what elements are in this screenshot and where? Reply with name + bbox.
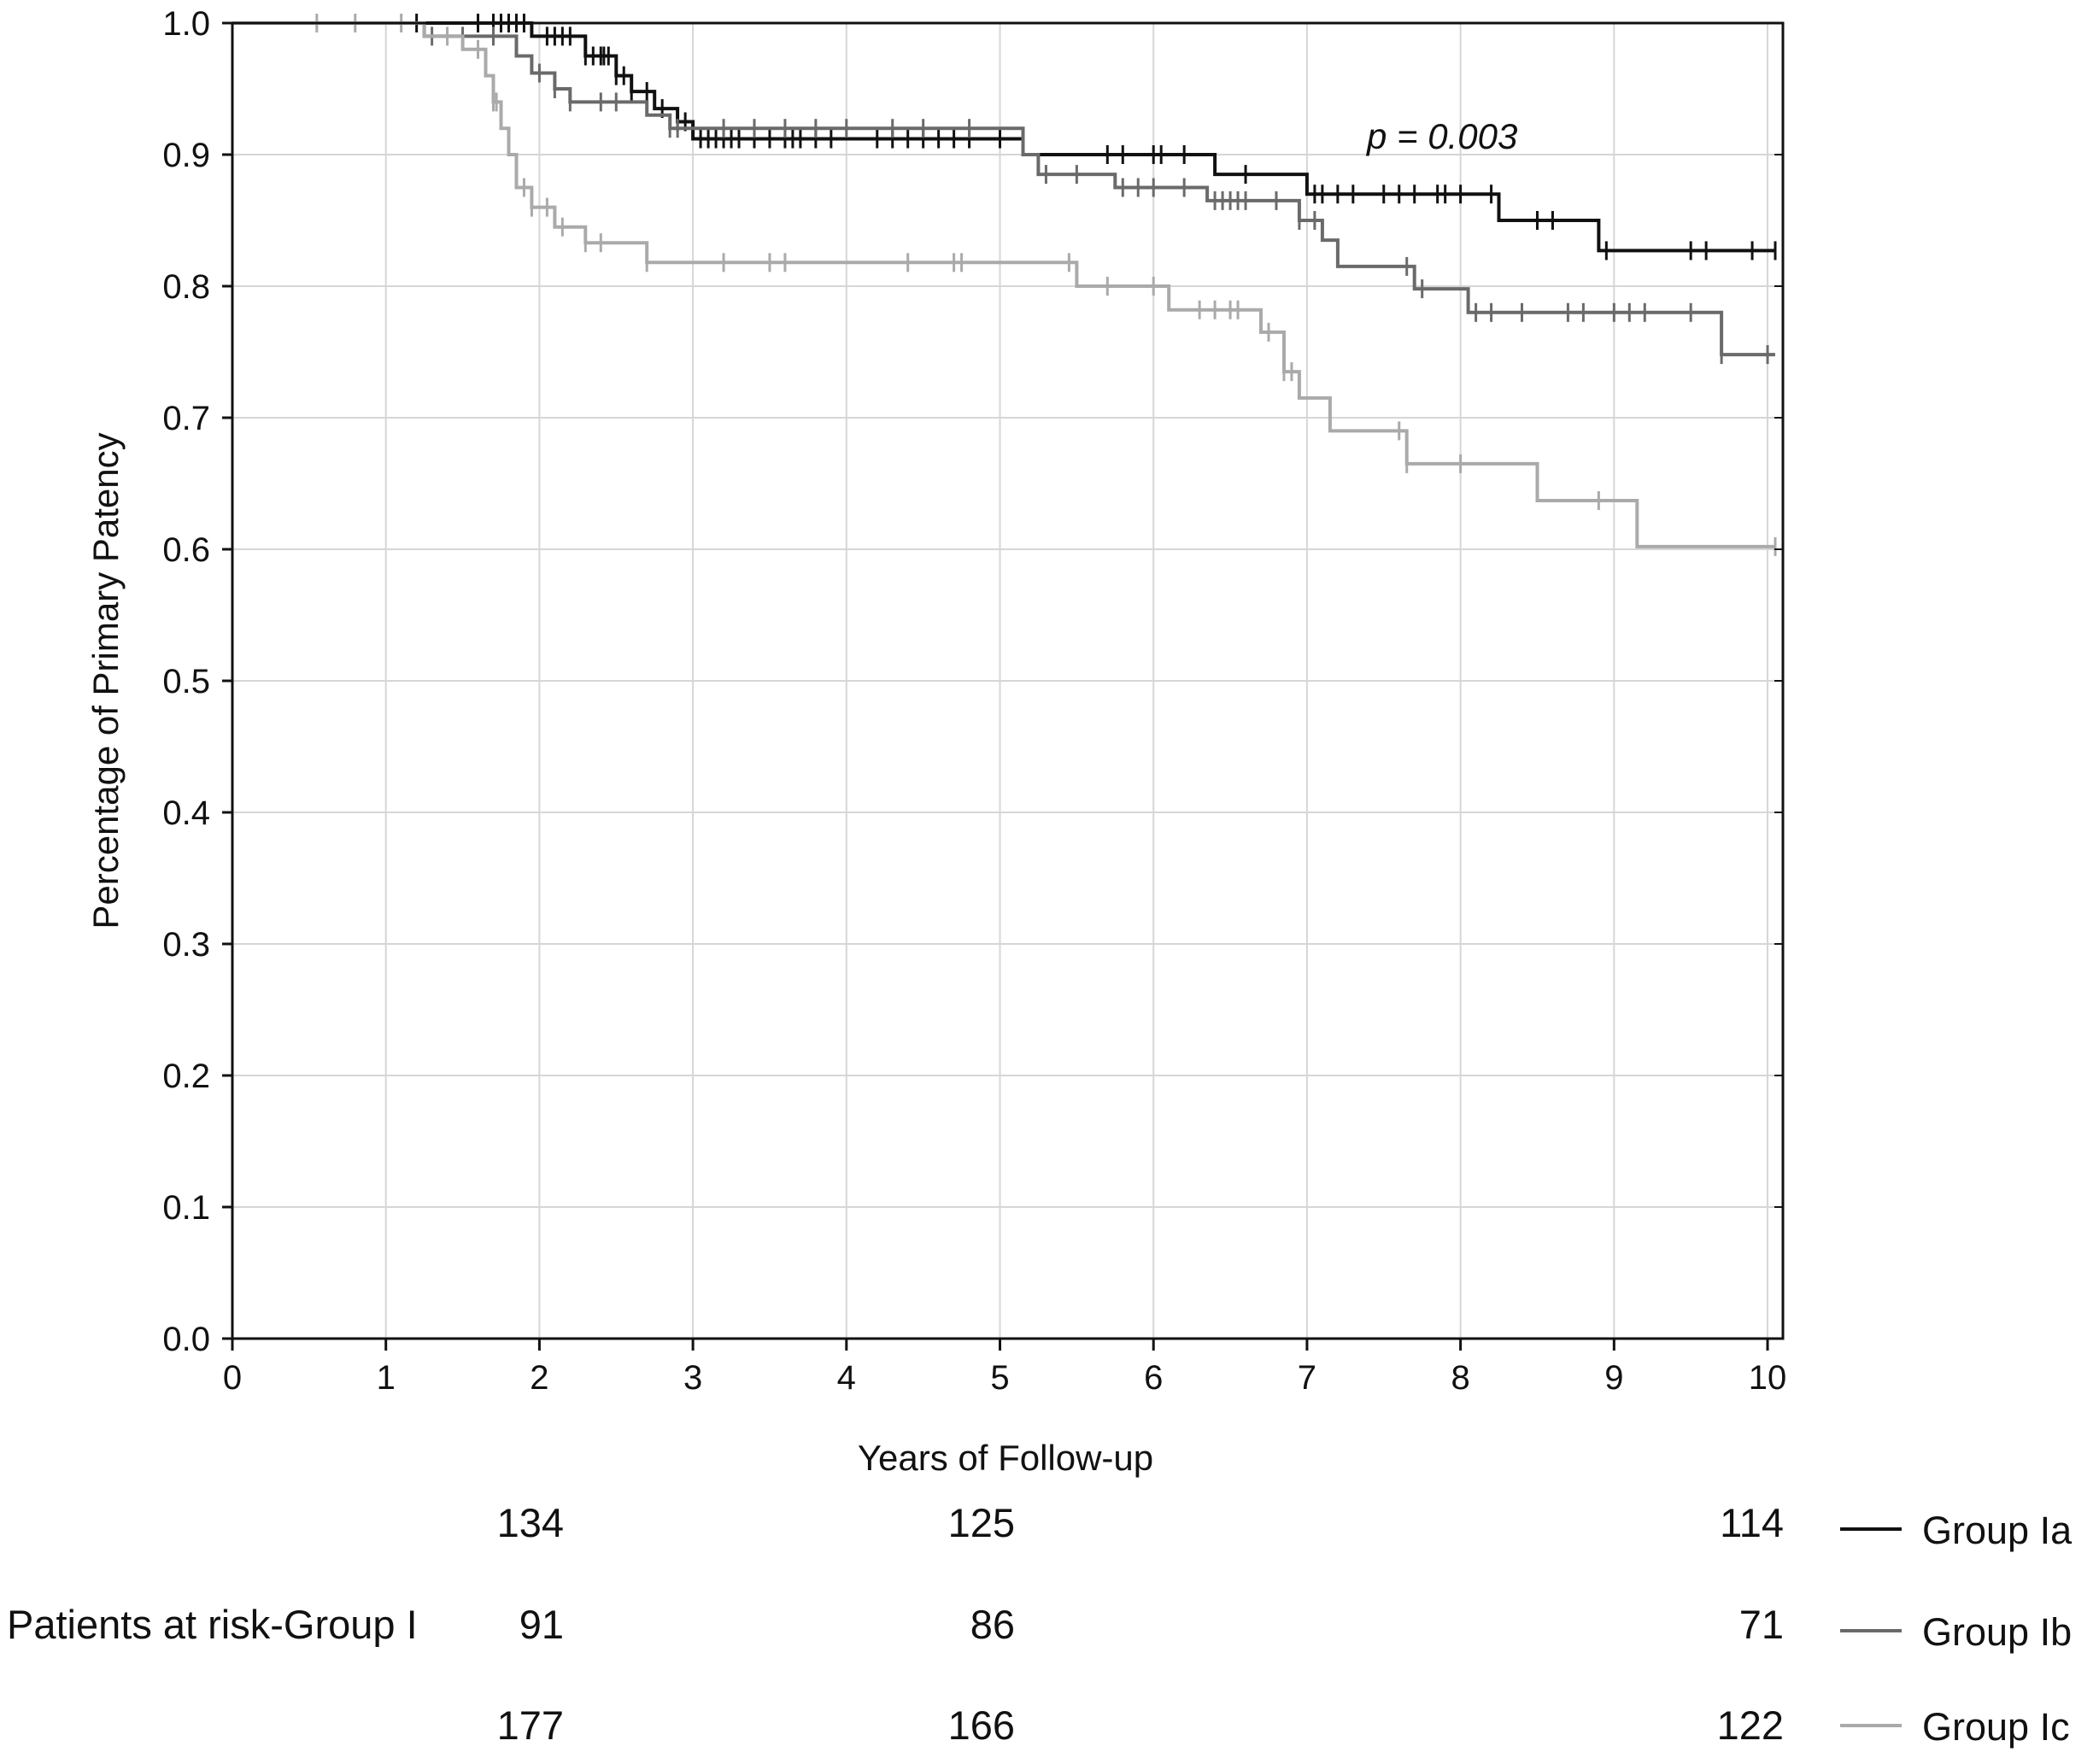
risk-count: 166 <box>948 1702 1015 1748</box>
x-tick-label: 2 <box>530 1359 548 1397</box>
y-tick-label: 1.0 <box>162 5 210 43</box>
y-tick-label: 0.8 <box>162 268 210 306</box>
y-tick-label: 0.4 <box>162 794 210 832</box>
series-group-ib <box>232 21 1775 365</box>
ticks-layer: 0 1 2 3 4 5 6 7 8 9 10 0.0 0.1 0.2 0.3 0.4 0.5 0.6 0.7 0.8 0… <box>162 5 1786 1397</box>
legend-label: Group Ic <box>1922 1705 2070 1749</box>
y-tick-label: 0.7 <box>162 400 210 437</box>
x-tick-label: 7 <box>1298 1359 1316 1397</box>
legend-label: Group Ia <box>1922 1509 2073 1552</box>
survival-step-line <box>232 21 1775 548</box>
risk-count: 134 <box>497 1500 564 1545</box>
grid-layer <box>232 23 1783 1339</box>
risk-count: 114 <box>1720 1500 1784 1545</box>
legend-label: Group Ib <box>1922 1610 2072 1654</box>
risk-count: 122 <box>1717 1702 1784 1748</box>
y-tick-label: 0.5 <box>162 663 210 700</box>
risk-count: 125 <box>948 1500 1015 1545</box>
x-tick-label: 1 <box>377 1359 396 1397</box>
risk-count: 86 <box>970 1602 1015 1647</box>
x-tick-label: 8 <box>1451 1359 1469 1397</box>
y-axis-label: Percentage of Primary Patency <box>85 432 126 929</box>
risk-table-label: Patients at risk-Group I <box>7 1602 418 1647</box>
y-tick-label: 0.1 <box>162 1189 210 1227</box>
x-tick-label: 5 <box>990 1359 1009 1397</box>
x-tick-label: 6 <box>1144 1359 1163 1397</box>
y-tick-label: 0.2 <box>162 1058 210 1095</box>
x-tick-label: 9 <box>1604 1359 1623 1397</box>
x-tick-label: 0 <box>223 1359 242 1397</box>
y-tick-label: 0.0 <box>162 1321 210 1358</box>
y-tick-label: 0.3 <box>162 926 210 964</box>
x-tick-label: 3 <box>683 1359 702 1397</box>
risk-count: 177 <box>497 1702 564 1748</box>
series-layer <box>232 14 1777 556</box>
y-tick-label: 0.6 <box>162 531 210 569</box>
p-value-annotation: p = 0.003 <box>1365 116 1517 156</box>
legend: Group Ia Group Ib Group Ic <box>1840 1509 2073 1749</box>
x-tick-label: 4 <box>837 1359 856 1397</box>
risk-count: 91 <box>519 1602 564 1647</box>
y-tick-label: 0.9 <box>162 137 210 174</box>
x-tick-label: 10 <box>1749 1359 1787 1397</box>
x-axis-label: Years of Follow-up <box>858 1438 1153 1478</box>
survival-step-line <box>232 21 1775 357</box>
risk-count: 71 <box>1739 1602 1784 1647</box>
risk-table: 134 125 114 91 86 71 177 166 122 <box>497 1500 1784 1748</box>
